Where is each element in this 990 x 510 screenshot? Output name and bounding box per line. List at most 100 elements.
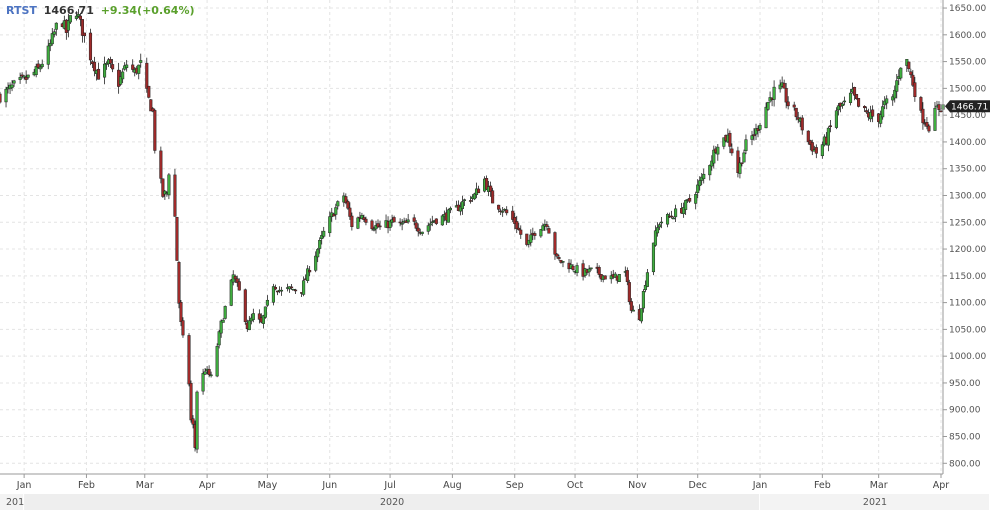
candle — [360, 212, 364, 220]
candle-body — [489, 185, 493, 192]
candle — [698, 176, 702, 191]
grid — [0, 0, 943, 474]
candle — [34, 63, 38, 78]
candle — [547, 226, 551, 234]
ticker-header: RTST 1466.71 +9.34(+0.64%) — [6, 4, 195, 17]
candle — [237, 278, 241, 291]
candle-body — [939, 110, 943, 112]
candle-body — [181, 320, 185, 336]
candle — [398, 218, 402, 227]
candle-body — [899, 67, 903, 79]
candle — [828, 119, 832, 133]
candle-body — [842, 100, 847, 103]
price-tag-shape — [945, 100, 990, 113]
y-tick-label: 1050.00 — [949, 325, 986, 335]
ticker-symbol[interactable]: RTST — [6, 4, 37, 17]
candle-body — [597, 267, 601, 275]
candle-body — [758, 124, 762, 130]
candle — [350, 212, 354, 231]
candle-body — [653, 230, 658, 246]
candle-body — [54, 22, 58, 30]
candle-body — [233, 276, 237, 280]
candle-body — [571, 265, 575, 270]
candle-body — [237, 281, 241, 291]
y-tick-label: 950.00 — [949, 379, 981, 389]
candle — [12, 79, 16, 87]
candle-body — [328, 216, 332, 234]
candle-body — [96, 68, 101, 80]
candle — [653, 225, 658, 247]
candle-body — [603, 275, 607, 280]
candle-body — [414, 222, 418, 229]
month-label: Jun — [321, 480, 337, 491]
candle-body — [372, 228, 376, 231]
candle-body — [137, 64, 141, 74]
candle — [223, 305, 227, 320]
candle — [925, 117, 929, 130]
candle-body — [742, 152, 746, 163]
candle-body — [712, 149, 716, 164]
candle — [772, 80, 776, 107]
candle-body — [617, 274, 621, 283]
candle — [515, 215, 519, 234]
candle-body — [306, 268, 310, 281]
candle — [80, 19, 84, 43]
candle — [88, 28, 93, 66]
candle-body — [207, 369, 211, 375]
candle — [937, 101, 941, 117]
candle-body — [513, 217, 517, 224]
candle-body — [189, 383, 193, 421]
candle — [539, 228, 543, 238]
candle-body — [203, 371, 207, 375]
candle — [778, 79, 782, 93]
candle-body — [657, 224, 662, 228]
candle-body — [651, 242, 656, 273]
candle — [161, 178, 165, 198]
candle — [24, 70, 28, 84]
candle — [716, 144, 720, 161]
candle — [489, 181, 493, 197]
candle-body — [871, 109, 875, 117]
candle-body — [750, 135, 754, 140]
candle — [684, 199, 688, 215]
candle-body — [629, 301, 633, 311]
candle-body — [376, 223, 380, 228]
candle — [752, 128, 756, 141]
candle-body — [672, 217, 676, 220]
candle — [416, 223, 420, 237]
candle — [251, 308, 255, 323]
candle — [279, 286, 284, 296]
candle — [243, 288, 247, 325]
candle-body — [786, 101, 790, 107]
candle-body — [48, 42, 52, 47]
candle-body — [764, 106, 768, 129]
candle-body — [350, 215, 354, 227]
candle-body — [209, 374, 213, 377]
candle-body — [754, 128, 758, 135]
candle — [909, 68, 913, 78]
candle-body — [406, 219, 410, 223]
candle-body — [716, 146, 720, 155]
candle — [119, 70, 123, 86]
candle-body — [674, 208, 678, 218]
month-label: Jul — [383, 480, 395, 491]
candle — [738, 157, 742, 179]
candle-body — [294, 289, 298, 292]
candle-body — [891, 96, 895, 101]
candle-body — [68, 15, 72, 23]
candle — [52, 29, 56, 38]
candle-body — [332, 213, 336, 217]
candle-body — [826, 127, 830, 146]
candle — [643, 280, 647, 293]
candle — [440, 214, 444, 226]
candle — [728, 130, 732, 154]
candle-body — [766, 101, 770, 110]
candle-body — [911, 74, 915, 86]
candle — [848, 88, 853, 106]
candle-body — [392, 217, 396, 223]
candle-body — [121, 71, 125, 80]
candle — [655, 222, 660, 237]
candle — [468, 196, 473, 204]
candle — [768, 91, 772, 103]
candle-body — [66, 20, 70, 31]
